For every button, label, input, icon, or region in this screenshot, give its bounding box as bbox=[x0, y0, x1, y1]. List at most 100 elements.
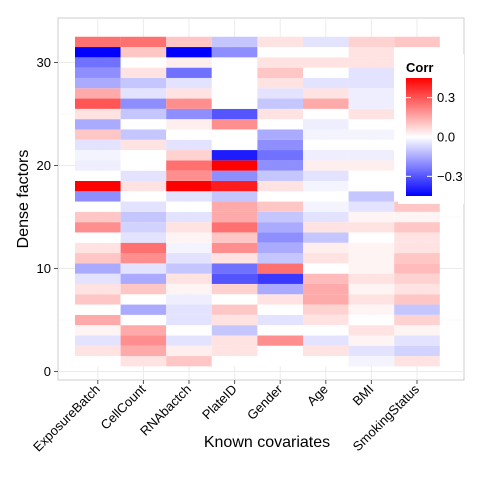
heatmap-cell bbox=[257, 335, 303, 346]
heatmap-cell bbox=[211, 273, 258, 284]
heatmap-cell bbox=[257, 119, 303, 130]
heatmap-cell bbox=[303, 335, 349, 346]
heatmap-cell bbox=[211, 47, 258, 58]
heatmap-cell bbox=[166, 325, 212, 336]
heatmap-cell bbox=[257, 139, 303, 151]
heatmap-cell bbox=[166, 345, 212, 357]
heatmap-cell bbox=[211, 191, 258, 202]
heatmap-cell bbox=[394, 356, 440, 367]
heatmap-cell bbox=[211, 325, 258, 336]
legend: Corr 0.3 0.0 −0.3 bbox=[398, 54, 464, 204]
heatmap-cell bbox=[120, 36, 167, 48]
heatmap-cell bbox=[166, 335, 212, 346]
heatmap-cell bbox=[303, 253, 349, 264]
heatmap-cell bbox=[75, 201, 121, 212]
heatmap-cell bbox=[348, 253, 395, 264]
heatmap-cell bbox=[75, 345, 121, 357]
heatmap-cell bbox=[120, 325, 167, 336]
heatmap-cell bbox=[166, 88, 212, 99]
heatmap-cell bbox=[120, 108, 167, 120]
heatmap-cell bbox=[257, 57, 303, 68]
heatmap-cell bbox=[211, 356, 258, 367]
heatmap-cell bbox=[166, 170, 212, 181]
y-axis-title: Dense factors bbox=[15, 150, 32, 249]
heatmap-cell bbox=[120, 201, 167, 212]
heatmap-cell bbox=[211, 314, 258, 326]
heatmap-cell bbox=[120, 356, 167, 367]
heatmap-cell bbox=[211, 180, 258, 192]
heatmap-cell bbox=[75, 57, 121, 68]
heatmap-cell bbox=[348, 57, 395, 68]
y-tick-label: 20 bbox=[37, 158, 51, 173]
heatmap-cell bbox=[211, 119, 258, 130]
heatmap-cell bbox=[257, 129, 303, 140]
heatmap-cell bbox=[120, 304, 167, 315]
heatmap-cell bbox=[257, 356, 303, 367]
heatmap-cell bbox=[211, 88, 258, 99]
heatmap-cell bbox=[166, 139, 212, 151]
heatmap-cell bbox=[257, 160, 303, 171]
heatmap-cell bbox=[120, 273, 167, 284]
heatmap-cell bbox=[303, 98, 349, 109]
heatmap-cell bbox=[166, 211, 212, 223]
heatmap-cell bbox=[303, 273, 349, 284]
heatmap-cell bbox=[303, 47, 349, 58]
heatmap-cell bbox=[348, 119, 395, 130]
heatmap-cell bbox=[348, 77, 395, 89]
heatmap-cell bbox=[166, 304, 212, 315]
heatmap-cell bbox=[211, 57, 258, 68]
heatmap-cell bbox=[257, 201, 303, 212]
heatmap-cell bbox=[257, 170, 303, 181]
heatmap-cell bbox=[257, 304, 303, 315]
heatmap-cell bbox=[120, 314, 167, 326]
heatmap-cell bbox=[348, 325, 395, 336]
heatmap-cell bbox=[348, 98, 395, 109]
heatmap-cell bbox=[75, 170, 121, 181]
heatmap-cell bbox=[348, 36, 395, 48]
heatmap-cell bbox=[303, 108, 349, 120]
heatmap-cell bbox=[303, 325, 349, 336]
heatmap-cell bbox=[257, 294, 303, 305]
heatmap-cell bbox=[75, 253, 121, 264]
heatmap-cell bbox=[348, 232, 395, 243]
heatmap-cell bbox=[257, 108, 303, 120]
heatmap-cell bbox=[394, 242, 440, 254]
heatmap-cell bbox=[211, 335, 258, 346]
heatmap-cell bbox=[257, 273, 303, 284]
heatmap-cell bbox=[166, 47, 212, 58]
heatmap-cell bbox=[120, 253, 167, 264]
legend-tick-label: 0.3 bbox=[437, 90, 455, 105]
heatmap-cell bbox=[211, 67, 258, 78]
heatmap-cell bbox=[257, 77, 303, 89]
heatmap-cell bbox=[348, 356, 395, 367]
heatmap-cell bbox=[303, 160, 349, 171]
heatmap-cell bbox=[75, 294, 121, 305]
heatmap-cell bbox=[75, 232, 121, 243]
heatmap-cell bbox=[348, 263, 395, 274]
heatmap-cell bbox=[120, 242, 167, 254]
heatmap-cell bbox=[211, 345, 258, 357]
heatmap-cell bbox=[120, 129, 167, 140]
heatmap-cell bbox=[394, 345, 440, 357]
heatmap-cell bbox=[120, 88, 167, 99]
y-tick-label: 10 bbox=[37, 261, 51, 276]
heatmap-cell bbox=[303, 314, 349, 326]
y-axis: 0 10 20 30 bbox=[37, 55, 58, 379]
heatmap-cell bbox=[348, 273, 395, 284]
heatmap-cell bbox=[303, 57, 349, 68]
x-tick-label: Gender bbox=[244, 381, 286, 423]
heatmap-cell bbox=[348, 150, 395, 161]
heatmap-cell bbox=[394, 314, 440, 326]
heatmap-cell bbox=[348, 88, 395, 99]
heatmap-cell bbox=[394, 294, 440, 305]
heatmap-cell bbox=[120, 211, 167, 223]
heatmap-cell bbox=[348, 160, 395, 171]
heatmap-cell bbox=[120, 283, 167, 295]
heatmap-cell bbox=[257, 325, 303, 336]
heatmap-cell bbox=[303, 283, 349, 295]
heatmap-cell bbox=[303, 232, 349, 243]
heatmap-cell bbox=[348, 108, 395, 120]
heatmap-cell bbox=[257, 345, 303, 357]
heatmap-cell bbox=[120, 77, 167, 89]
heatmap-cell bbox=[166, 98, 212, 109]
